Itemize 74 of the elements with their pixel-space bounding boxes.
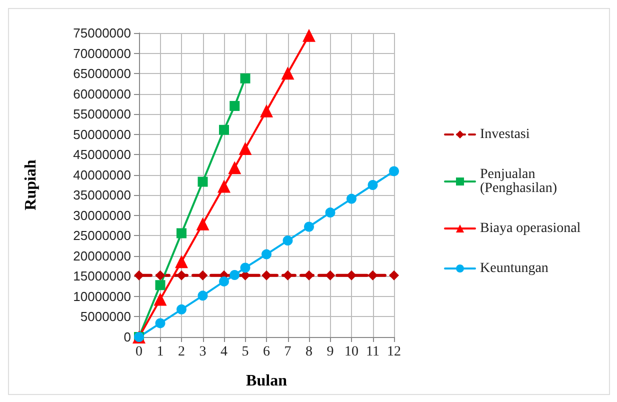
y-tick-label: 10000000 (73, 288, 131, 304)
point (228, 161, 242, 174)
point (262, 249, 272, 260)
point (196, 217, 210, 230)
y-tick-label: 45000000 (73, 147, 131, 162)
point (176, 304, 186, 314)
point (368, 270, 378, 280)
point (389, 166, 399, 176)
point (134, 270, 144, 280)
y-tick-label: 40000000 (73, 167, 131, 182)
legend-label: Penjualan (Penghasilan) (480, 167, 558, 196)
x-axis-title: Bulan (246, 372, 288, 390)
point (281, 66, 294, 80)
y-tick-label: 20000000 (73, 248, 131, 264)
point (302, 28, 316, 42)
point (155, 318, 166, 328)
point (260, 104, 273, 118)
point (240, 262, 250, 273)
point (219, 276, 229, 286)
point (230, 270, 240, 280)
y-tick-label: 35000000 (73, 188, 131, 203)
point (389, 270, 399, 280)
point (346, 270, 356, 280)
point (154, 292, 167, 306)
point (198, 176, 208, 187)
x-tick-label: 7 (284, 344, 292, 360)
point (175, 255, 188, 268)
point (325, 208, 336, 218)
point (155, 280, 166, 290)
y-tick-label: 65000000 (73, 66, 131, 82)
point (240, 73, 250, 84)
y-tick-label: 75000000 (73, 26, 131, 40)
x-tick-label: 5 (242, 344, 249, 360)
point (176, 228, 186, 238)
y-tick-label: 0 (124, 330, 131, 344)
point (282, 236, 293, 246)
x-tick-label: 6 (263, 344, 270, 360)
point (346, 194, 356, 204)
x-tick-label: 4 (220, 344, 228, 360)
legend-label: Investasi (480, 127, 530, 142)
x-tick-label: 10 (344, 344, 358, 360)
y-axis-title: Rupiah (22, 160, 40, 210)
point (176, 270, 186, 280)
point (155, 270, 166, 280)
point (198, 270, 208, 280)
legend-label: Biaya operasional (480, 221, 581, 236)
x-tick-label: 9 (326, 344, 334, 360)
point (304, 270, 314, 280)
x-tick-label: 11 (366, 344, 380, 360)
x-tick-label: 8 (306, 344, 312, 360)
point (230, 100, 240, 111)
point (304, 222, 314, 232)
x-tick-label: 12 (387, 344, 401, 360)
y-tick-label: 30000000 (73, 208, 131, 223)
point (262, 270, 272, 280)
y-tick-label: 70000000 (73, 46, 131, 61)
point (219, 124, 229, 135)
y-tick-label: 5000000 (80, 309, 131, 324)
x-tick-label: 1 (156, 344, 164, 360)
point (218, 180, 230, 193)
y-tick-label: 25000000 (73, 228, 131, 244)
point (325, 270, 336, 280)
x-tick-label: 3 (199, 344, 206, 360)
point (368, 180, 378, 190)
y-tick-label: 50000000 (73, 126, 131, 142)
x-tick-label: 2 (178, 344, 185, 360)
legend-label: Keuntungan (480, 261, 548, 276)
point (238, 142, 252, 156)
y-tick-label: 55000000 (73, 106, 131, 122)
x-tick-label: 0 (136, 344, 142, 360)
point (282, 270, 293, 280)
y-tick-label: 60000000 (73, 86, 131, 102)
y-tick-label: 15000000 (73, 268, 131, 284)
point (198, 290, 208, 301)
